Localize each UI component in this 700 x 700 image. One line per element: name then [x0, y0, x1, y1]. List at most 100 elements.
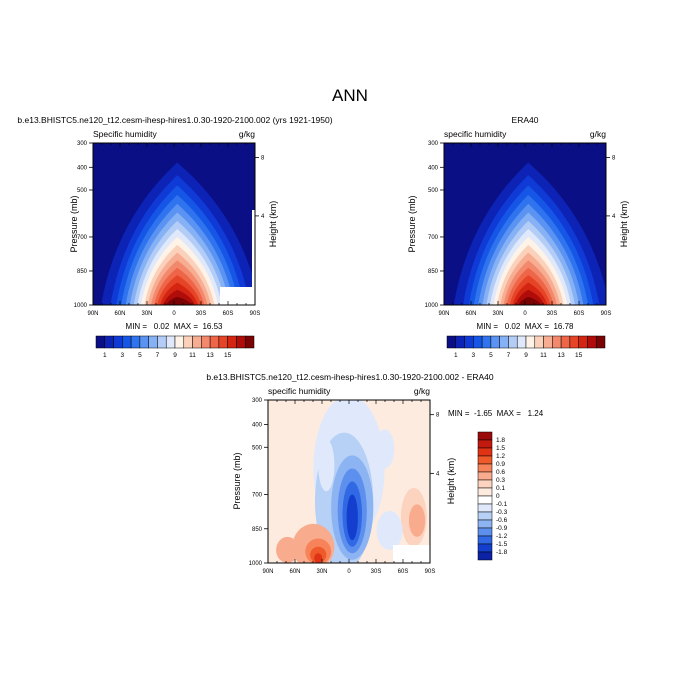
y-axis-ticks: 300 400 500 700 850 1000 — [249, 398, 268, 567]
x-tick-label: 30N — [141, 311, 152, 317]
y-tick-label: 300 — [252, 398, 263, 404]
y-axis-label: Pressure (mb) — [407, 195, 417, 252]
colorbar-label: 15 — [224, 352, 232, 359]
colorbar-swatch — [183, 335, 193, 349]
colorbar-swatch — [477, 487, 493, 497]
x-tick-label: 30S — [547, 311, 558, 317]
colorbar-label: -0.6 — [496, 517, 508, 524]
colorbar-swatch — [578, 335, 588, 349]
colorbar-swatch — [560, 335, 571, 349]
y-tick-label: 700 — [77, 235, 88, 241]
y2-axis-label: Height (km) — [619, 201, 629, 248]
colorbar-swatch — [477, 519, 493, 529]
x-tick-label: 90N — [262, 569, 273, 575]
colorbar-swatch — [499, 335, 509, 349]
colorbar-label: 1.8 — [496, 437, 505, 444]
colorbar-swatch — [477, 479, 493, 489]
contour-band — [376, 510, 403, 550]
colorbar-swatch — [130, 335, 141, 349]
x-tick-label: 0 — [523, 311, 527, 317]
colorbar-swatch — [157, 335, 167, 349]
y-tick-label: 500 — [77, 188, 88, 194]
colorbar-swatch — [516, 335, 527, 349]
x-tick-label: 90N — [87, 311, 98, 317]
y-tick-label: 850 — [428, 269, 439, 275]
colorbar-label: 11 — [189, 352, 196, 359]
colorbar-swatch — [477, 543, 493, 553]
colorbar-swatch — [477, 439, 493, 449]
contour-band — [165, 296, 192, 305]
colorbar-label: 15 — [575, 352, 583, 359]
y-axis-label: Pressure (mb) — [232, 452, 242, 509]
y-axis-ticks: 300 400 500 700 850 1000 — [74, 141, 93, 309]
colorbar-label: 1 — [454, 352, 458, 359]
colorbar-label: 1.5 — [496, 445, 505, 452]
colorbar-swatch — [477, 463, 493, 473]
colorbar-swatch — [477, 447, 493, 457]
colorbar-label: -1.2 — [496, 533, 508, 540]
y-tick-label: 400 — [252, 422, 263, 428]
colorbar-swatch — [477, 471, 493, 481]
y2-axis-ticks: 84 — [255, 156, 265, 220]
x-tick-label: 30N — [316, 569, 327, 575]
colorbar-label: 5 — [138, 352, 142, 359]
colorbar-swatch — [477, 503, 493, 513]
colorbar-label: 7 — [507, 352, 511, 359]
colorbar-swatch — [165, 335, 176, 349]
colorbar-label: 5 — [489, 352, 493, 359]
y-tick-label: 400 — [77, 165, 88, 171]
colorbar-swatch — [477, 527, 493, 537]
colorbar-swatch — [244, 335, 255, 349]
contour-band — [408, 504, 426, 537]
colorbar-swatch — [113, 335, 123, 349]
x-tick-label: 60N — [289, 569, 300, 575]
panel-era40: ERA40 specific humidity g/kg 30040050070… — [407, 115, 629, 359]
x-tick-label: 90N — [438, 311, 449, 317]
colorbar-label: 1.2 — [496, 453, 505, 460]
panel-title: b.e13.BHISTC5.ne120_t12.cesm-ihesp-hires… — [206, 372, 494, 382]
colorbar-swatch — [569, 335, 579, 349]
colorbar-swatch — [490, 335, 500, 349]
colorbar-swatch — [534, 335, 544, 349]
contour-band — [318, 439, 335, 492]
contour-band — [314, 553, 323, 563]
panel-model: b.e13.BHISTC5.ne120_t12.cesm-ihesp-hires… — [17, 115, 332, 359]
colorbar-swatch — [477, 511, 493, 521]
x-tick-label: 90S — [601, 311, 612, 317]
colorbar-label: 13 — [557, 352, 565, 359]
y-tick-label: 850 — [252, 527, 263, 533]
contour-field — [444, 143, 606, 305]
panel-title: ERA40 — [512, 115, 539, 125]
colorbar-label: -0.3 — [496, 509, 508, 516]
y-tick-label: 300 — [77, 141, 88, 147]
y-tick-label: 700 — [252, 493, 263, 499]
colorbar-label: 13 — [206, 352, 214, 359]
y-axis-label: Pressure (mb) — [69, 195, 79, 252]
y2-axis-ticks: 84 — [606, 156, 616, 220]
colorbar-label: 9 — [173, 352, 177, 359]
colorbar-swatch — [446, 335, 457, 349]
panel-left-label: specific humidity — [444, 129, 507, 139]
missing-data-mask — [393, 545, 430, 563]
colorbar-abs-2: 1 3 5 7 9 11 13 15 — [446, 335, 606, 359]
min-max-stats: MIN = 0.02 MAX = 16.53 — [126, 322, 223, 331]
colorbar-label: 7 — [156, 352, 160, 359]
panel-right-label: g/kg — [239, 129, 255, 139]
panel-right-label: g/kg — [590, 129, 606, 139]
colorbar-label: 9 — [524, 352, 528, 359]
y-tick-label: 1000 — [425, 303, 439, 309]
x-tick-label: 60S — [398, 569, 409, 575]
y2-tick-label: 8 — [436, 413, 440, 419]
colorbar-swatch — [455, 335, 465, 349]
colorbar-diff: 1.81.51.20.90.60.30.10-0.1-0.3-0.6-0.9-1… — [477, 431, 508, 561]
colorbar-label: 3 — [121, 352, 125, 359]
y-tick-label: 850 — [77, 269, 88, 275]
x-tick-label: 90S — [250, 311, 261, 317]
colorbar-swatch — [477, 535, 493, 545]
x-tick-label: 90S — [425, 569, 436, 575]
y2-tick-label: 4 — [436, 471, 440, 477]
x-axis-ticks: 90N 60N 30N 0 30S 60S 90S — [438, 143, 611, 317]
colorbar-label: 0 — [496, 493, 500, 500]
contour-field — [93, 143, 255, 305]
